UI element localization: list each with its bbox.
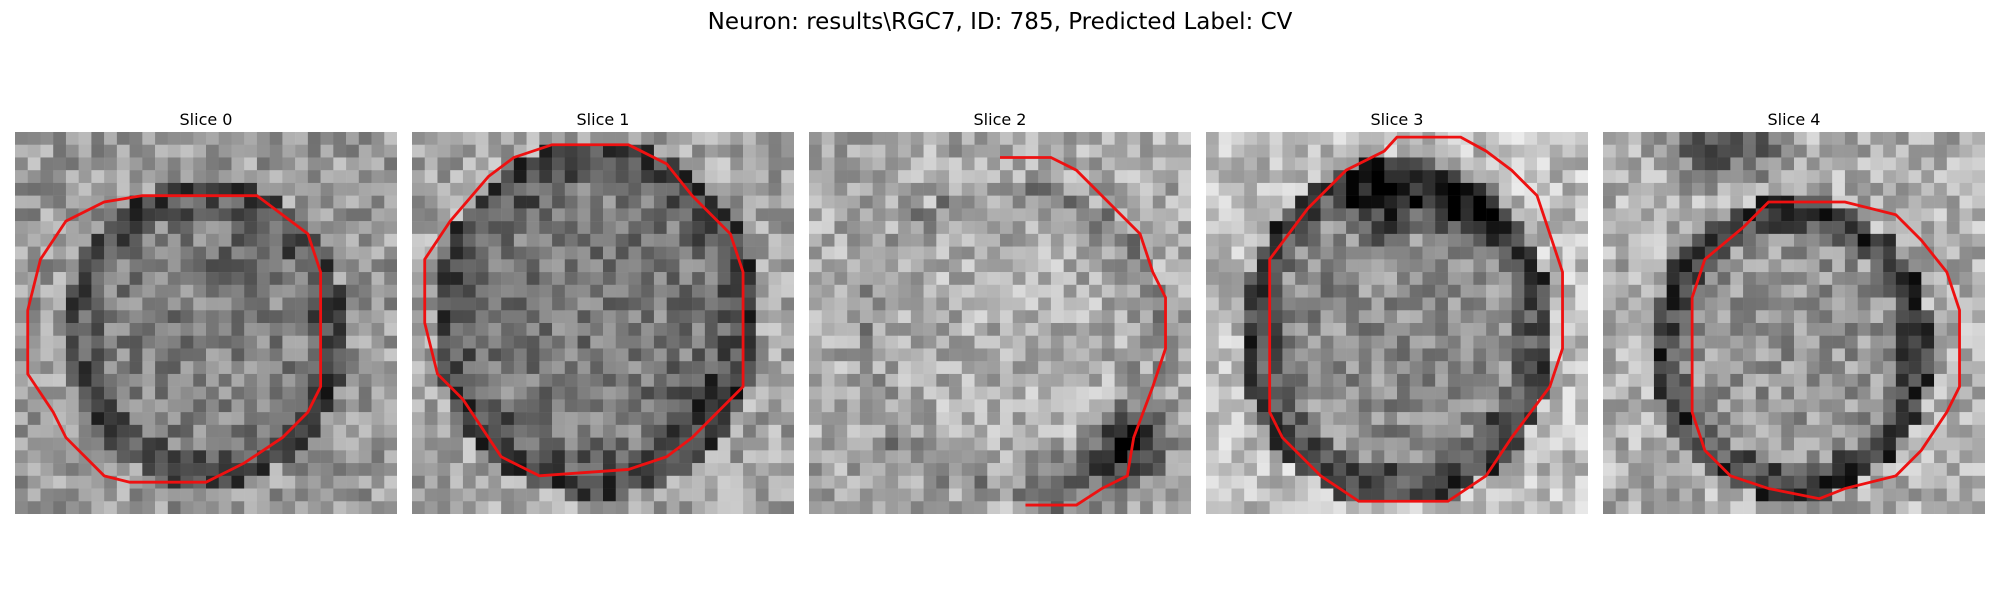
slice-title: Slice 3: [1370, 110, 1424, 129]
slice-image: [1603, 132, 1985, 514]
contour-outline: [26, 194, 323, 484]
slice-title: Slice 1: [576, 110, 630, 129]
slice-image: [412, 132, 794, 514]
slice-title: Slice 4: [1767, 110, 1821, 129]
contour-outline: [423, 143, 745, 478]
contour-outline: [1690, 200, 1961, 501]
slice-title: Slice 0: [179, 110, 233, 129]
figure-title: Neuron: results\RGC7, ID: 785, Predicted…: [707, 9, 1293, 35]
contour-outline: [1268, 135, 1564, 503]
slice-image: [809, 132, 1191, 514]
slice-title: Slice 2: [973, 110, 1027, 129]
slice-image: [1206, 132, 1588, 514]
contour-outline: [1000, 156, 1167, 507]
slice-image: [15, 132, 397, 514]
